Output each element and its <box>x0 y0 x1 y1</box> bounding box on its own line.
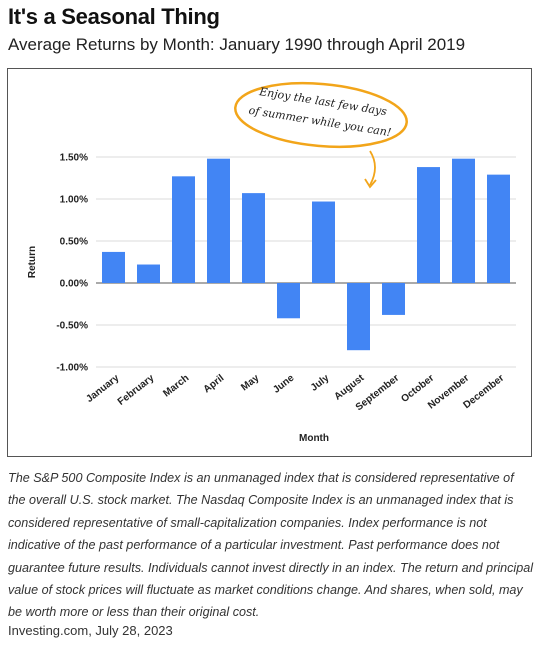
bar-february <box>137 264 160 283</box>
y-tick-label: 0.50% <box>60 237 88 248</box>
bar-july <box>312 201 335 283</box>
x-tick-label: April <box>202 373 227 396</box>
callout-arrow <box>369 150 376 186</box>
y-tick-label: 1.50% <box>60 153 88 164</box>
bar-october <box>417 167 440 283</box>
chart-title: It's a Seasonal Thing <box>8 4 220 29</box>
x-tick-label: May <box>239 372 261 393</box>
bar-june <box>277 283 300 319</box>
chart-container: 1.50% 1.00% 0.50% 0.00% -0.50% -1.00% January… <box>7 68 532 457</box>
bar-april <box>207 158 230 283</box>
y-tick-label: 0.00% <box>60 279 88 290</box>
bar-december <box>487 174 510 283</box>
grid-lines <box>96 156 516 368</box>
bar-january <box>102 251 125 283</box>
x-tick-label: February <box>116 372 157 407</box>
bar-march <box>172 176 195 283</box>
disclaimer-text: The S&P 500 Composite Index is an unmana… <box>8 471 534 620</box>
chart-subtitle: Average Returns by Month: January 1990 t… <box>8 35 466 54</box>
bar-september <box>382 283 405 315</box>
bar-august <box>347 283 370 351</box>
y-axis-title: Return <box>27 246 38 278</box>
x-tick-label: March <box>161 373 191 400</box>
bar-november <box>452 158 475 283</box>
y-tick-label: 1.00% <box>60 195 88 206</box>
callout-bubble <box>234 81 408 149</box>
bar-chart: 1.50%1.00%0.50%0.00%-0.50%-1.00% January… <box>27 81 516 444</box>
y-tick-label: -1.00% <box>56 363 88 374</box>
x-tick-label: July <box>309 372 332 393</box>
bars <box>102 158 510 351</box>
y-tick-labels: 1.50% 1.00% 0.50% 0.00% -0.50% -1.00% <box>56 153 88 374</box>
y-tick-label: -0.50% <box>56 321 88 332</box>
x-axis-title: Month <box>299 433 329 444</box>
bar-may <box>242 193 265 283</box>
callout-arrowhead <box>364 178 377 189</box>
source-line: Investing.com, July 28, 2023 <box>8 623 173 638</box>
x-tick-label: June <box>271 372 297 395</box>
